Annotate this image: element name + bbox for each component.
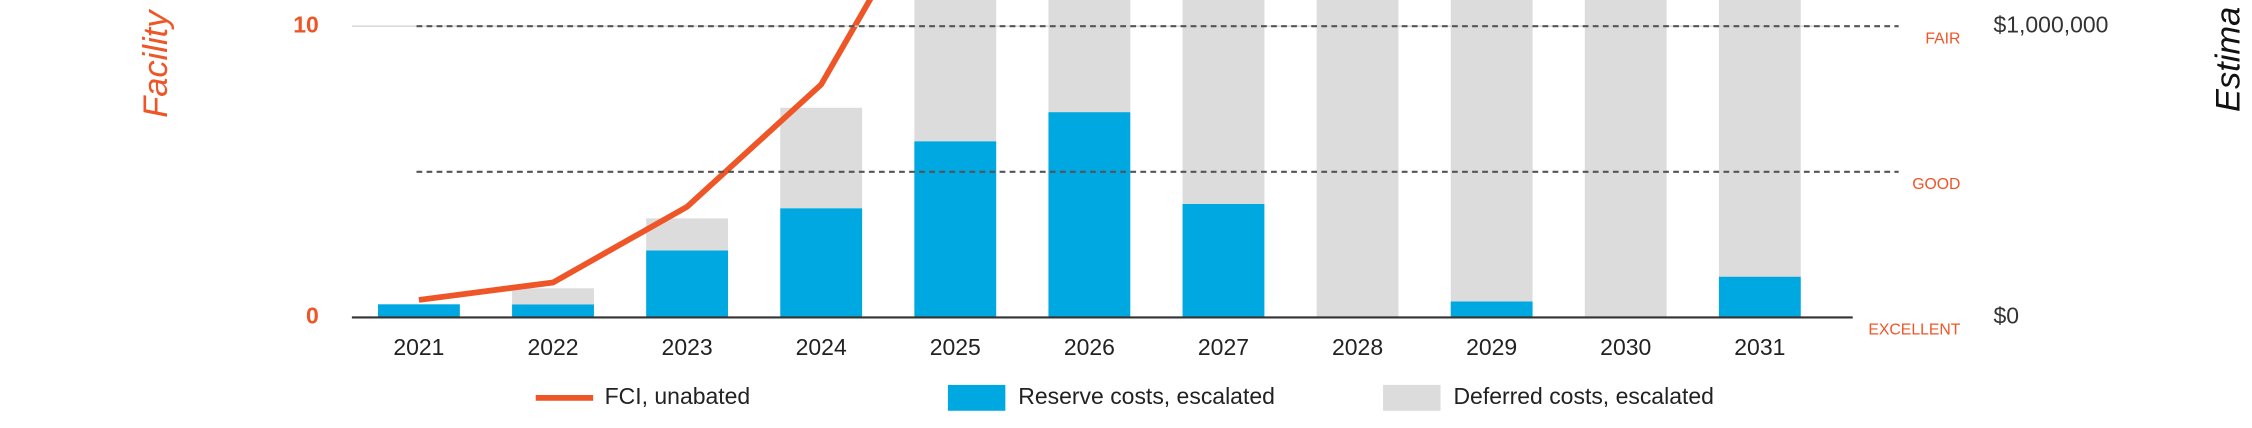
y2-tick-label: $0 bbox=[1993, 302, 2019, 328]
x-tick-label: 2021 bbox=[393, 334, 444, 360]
bar bbox=[1450, 301, 1533, 318]
bars bbox=[377, 0, 1801, 318]
x-tick-label: 2028 bbox=[1332, 334, 1383, 360]
legend-label: Deferred costs, escalated bbox=[1453, 383, 1713, 409]
bar bbox=[377, 304, 460, 318]
y2-tick-label: $1,000,000 bbox=[1993, 11, 2108, 37]
legend-swatch bbox=[947, 384, 1006, 411]
legend-label: Reserve costs, escalated bbox=[1018, 383, 1275, 409]
line bbox=[418, 0, 874, 303]
bar bbox=[1182, 203, 1265, 318]
x-tick-label: 2023 bbox=[662, 334, 713, 360]
threshold-label: EXCELLENT bbox=[1868, 322, 1960, 339]
x-tick-label: 2025 bbox=[930, 334, 981, 360]
x-tick-label: 2030 bbox=[1600, 334, 1651, 360]
y-tick-label: 0 bbox=[306, 302, 319, 328]
y-axis-label: Facility bbox=[137, 9, 175, 118]
bar bbox=[1718, 276, 1801, 318]
bar bbox=[914, 0, 997, 142]
bar bbox=[1048, 112, 1131, 318]
lines bbox=[418, 0, 874, 303]
x-tick-label: 2029 bbox=[1466, 334, 1517, 360]
legend-swatch bbox=[1383, 384, 1441, 411]
bar bbox=[1182, 0, 1265, 204]
bar bbox=[780, 208, 863, 318]
threshold-label: FAIR bbox=[1925, 30, 1960, 47]
y2-axis-label: Estima bbox=[2210, 7, 2248, 112]
bar bbox=[512, 304, 594, 318]
x-tick-label: 2031 bbox=[1734, 334, 1785, 360]
bar bbox=[1450, 0, 1533, 302]
bar bbox=[1584, 0, 1667, 318]
x-tick-label: 2026 bbox=[1064, 334, 1115, 360]
x-tick-label: 2027 bbox=[1198, 334, 1249, 360]
legend-label: FCI, unabated bbox=[605, 383, 751, 409]
bar bbox=[1718, 0, 1801, 277]
bar bbox=[1048, 0, 1131, 113]
x-tick-label: 2024 bbox=[796, 334, 847, 360]
bar bbox=[512, 288, 594, 305]
x-tick-label: 2022 bbox=[527, 334, 578, 360]
bar bbox=[1316, 0, 1399, 318]
bar bbox=[646, 250, 729, 318]
y-tick-label: 10 bbox=[293, 11, 319, 37]
threshold-label: GOOD bbox=[1912, 176, 1960, 193]
bar bbox=[780, 107, 863, 209]
bar bbox=[914, 141, 997, 318]
